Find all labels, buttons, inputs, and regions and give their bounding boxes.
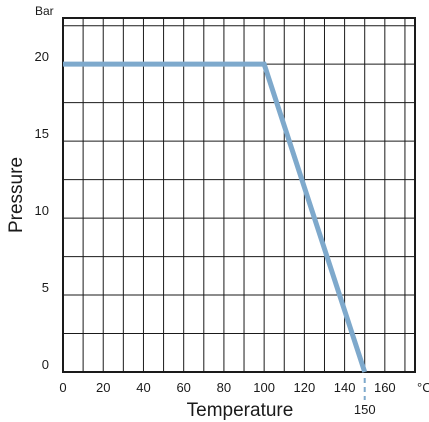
series-line	[63, 61, 368, 373]
x-tick-label: 20	[96, 380, 110, 395]
y-axis-title: Pressure	[6, 157, 27, 233]
x-tick-labels: 0 20 40 60 80 100 120 140 160	[59, 380, 395, 395]
y-tick-label: 0	[42, 357, 49, 372]
y-tick-label: 5	[42, 280, 49, 295]
y-tick-label: 10	[35, 203, 49, 218]
x-tick-label: 140	[334, 380, 356, 395]
x-tick-label: 60	[176, 380, 190, 395]
x-tick-label: 100	[253, 380, 275, 395]
annotation-layer: 150	[354, 378, 376, 417]
y-tick-label: 20	[35, 49, 49, 64]
x-tick-label: 40	[136, 380, 150, 395]
x-tick-label: 120	[294, 380, 316, 395]
grid	[63, 18, 415, 372]
annotation-label: 150	[354, 402, 376, 417]
y-tick-labels: 0 5 10 15 20	[35, 49, 49, 372]
plot-frame	[62, 17, 416, 373]
y-tick-label: 15	[35, 126, 49, 141]
y-axis-unit: Bar	[35, 4, 54, 18]
x-axis-unit: °C	[417, 380, 429, 395]
x-tick-label: 80	[217, 380, 231, 395]
x-axis-title: Temperature	[187, 400, 294, 421]
series-layer	[63, 61, 368, 373]
x-tick-label: 160	[374, 380, 396, 395]
x-tick-label: 0	[59, 380, 66, 395]
